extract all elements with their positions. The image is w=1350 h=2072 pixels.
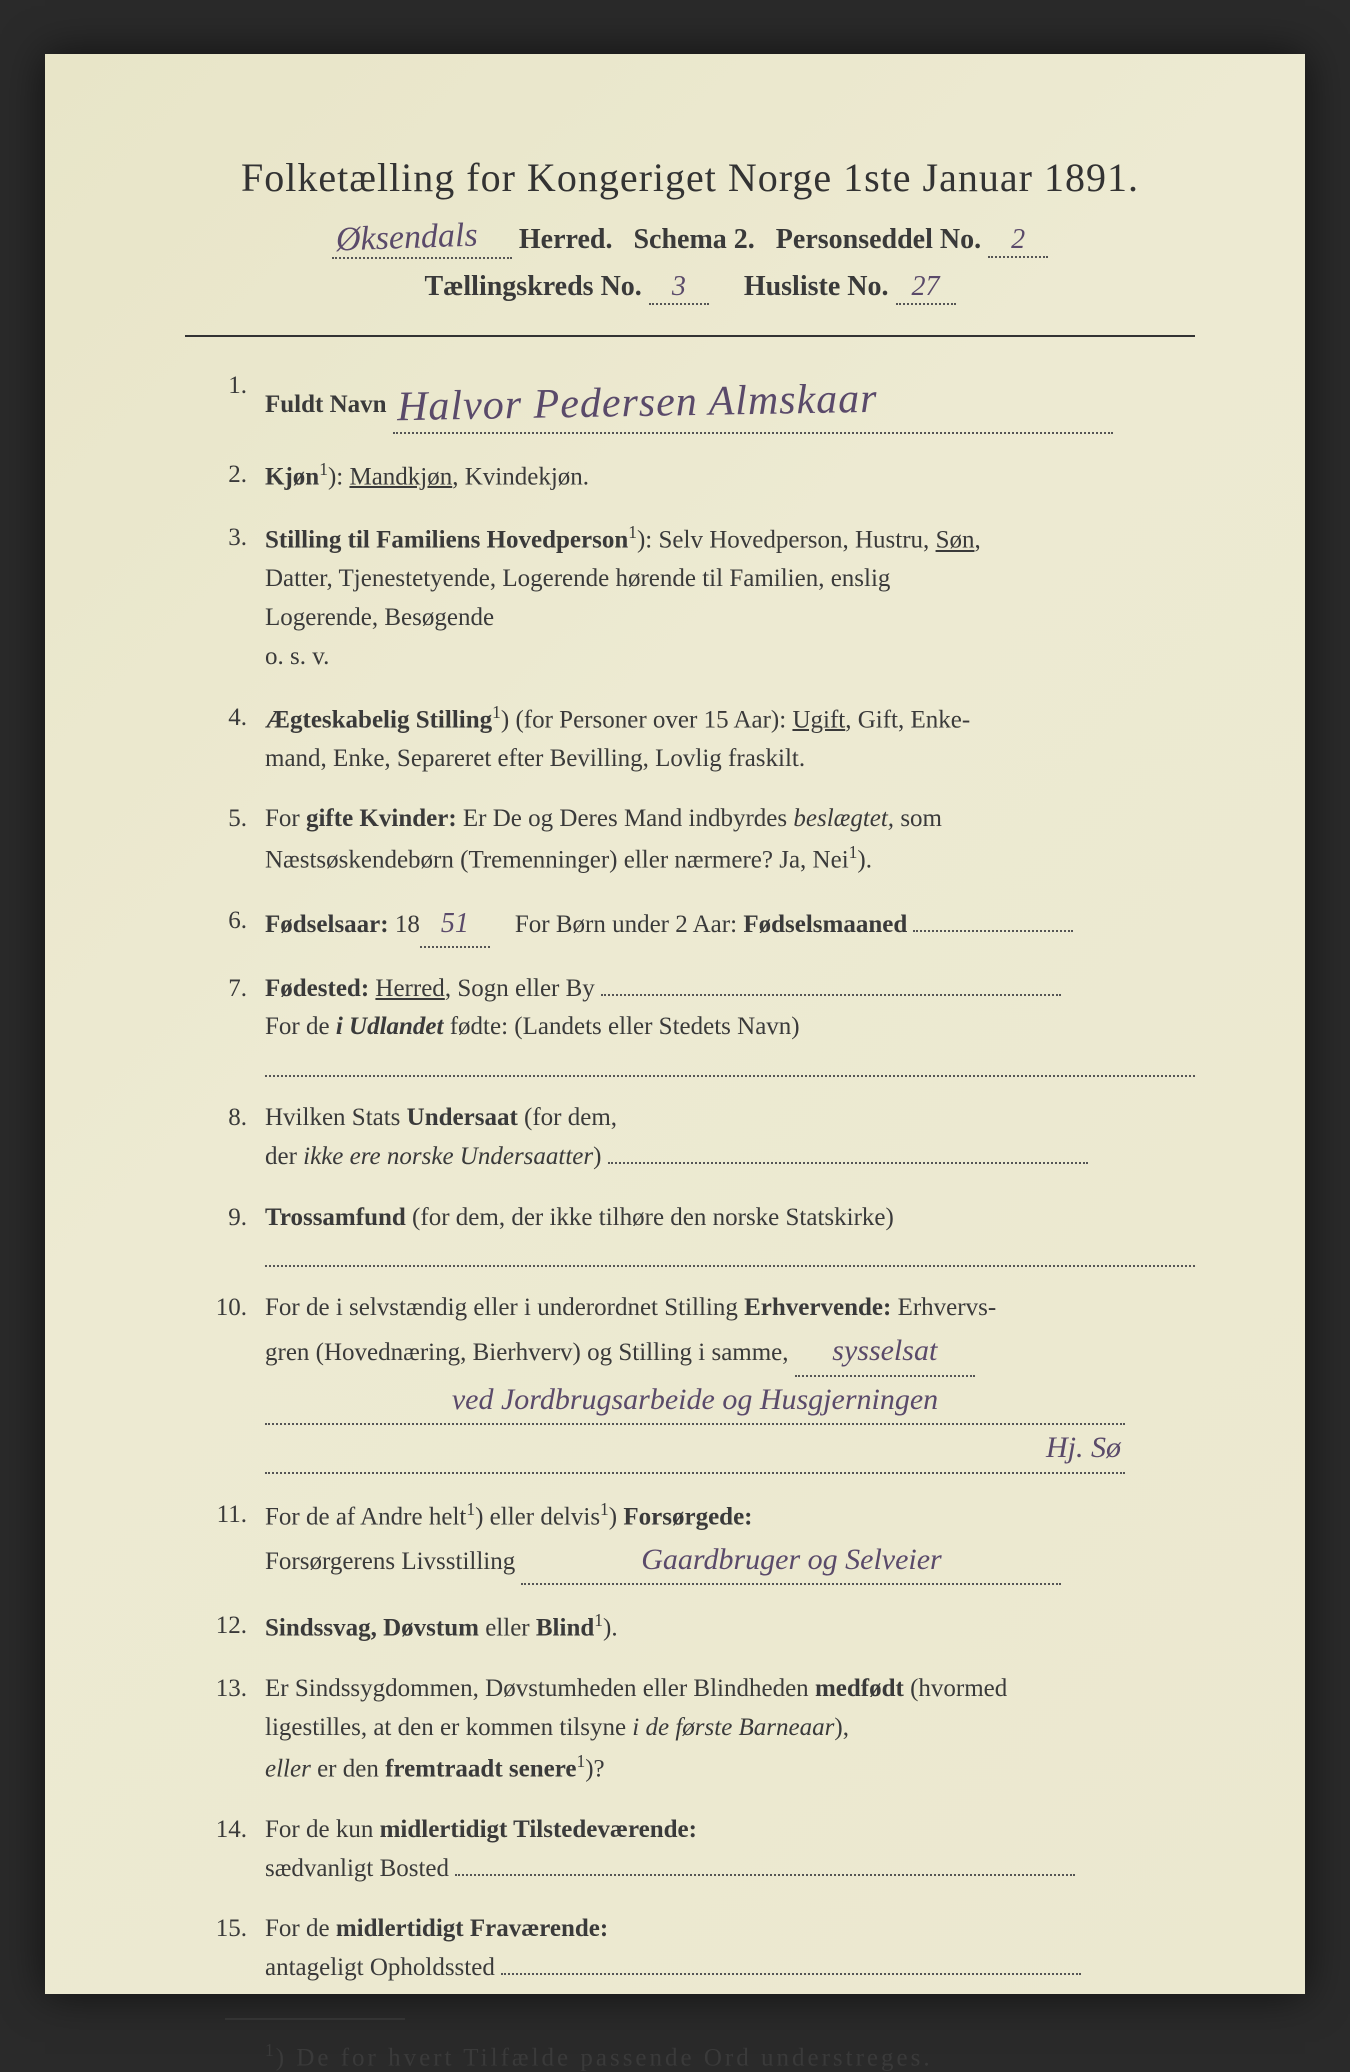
item-10: 10. For de i selvstændig eller i underor… [205, 1289, 1195, 1473]
item-2: 2. Kjøn1): Mandkjøn, Kvindekjøn. [205, 456, 1195, 497]
item-num: 2. [205, 456, 265, 497]
item-num: 14. [205, 1811, 265, 1889]
item-9: 9. Trossamfund (for dem, der ikke tilhør… [205, 1199, 1195, 1268]
footnote-divider [225, 2018, 405, 2020]
item-3: 3. Stilling til Familiens Hovedperson1):… [205, 519, 1195, 676]
divider [185, 335, 1195, 337]
full-name-hand: Halvor Pedersen Almskaar [396, 367, 878, 440]
item-7: 7. Fødested: Herred, Sogn eller By For d… [205, 970, 1195, 1078]
sex-rest: , Kvindekjøn. [452, 463, 589, 490]
provider-hand: Gaardbruger og Selveier [641, 1543, 942, 1576]
usual-residence-blank [455, 1874, 1075, 1876]
herred-handwritten: Øksendals [335, 217, 478, 260]
item-num: 8. [205, 1099, 265, 1177]
occupation-hand-3: Hj. Sø [1046, 1431, 1121, 1464]
item-12: 12. Sindssvag, Døvstum eller Blind1). [205, 1607, 1195, 1648]
label: Fødselsaar: [265, 911, 389, 938]
line3: Logerende, Besøgende [265, 604, 494, 631]
item-6: 6. Fødselsaar: 1851 For Børn under 2 Aar… [205, 902, 1195, 947]
item-num: 15. [205, 1910, 265, 1988]
item-num: 11. [205, 1496, 265, 1586]
foreign-birthplace-blank [265, 1053, 1195, 1077]
religion-blank [265, 1243, 1195, 1267]
item-14: 14. For de kun midlertidigt Tilstedevære… [205, 1811, 1195, 1889]
line4: o. s. v. [265, 643, 329, 670]
line2: Næstsøskendebørn (Tremenninger) eller næ… [265, 846, 849, 873]
label: Kjøn [265, 463, 319, 490]
header-line-2: Tællingskreds No. 3 Husliste No. 27 [185, 271, 1195, 305]
line2: mand, Enke, Separeret efter Bevilling, L… [265, 745, 805, 772]
item-13: 13. Er Sindssygdommen, Døvstumheden elle… [205, 1670, 1195, 1789]
item-num: 10. [205, 1289, 265, 1473]
form-items: 1. Fuldt Navn Halvor Pedersen Almskaar 2… [205, 367, 1195, 1988]
personseddel-no: 2 [1011, 224, 1025, 255]
birth-year-hand: 51 [441, 908, 469, 939]
item-num: 12. [205, 1607, 265, 1648]
citizenship-blank [608, 1162, 1088, 1164]
birthplace-underlined: Herred [375, 975, 444, 1002]
relation-underlined: Søn [936, 527, 975, 554]
whereabouts-blank [501, 1973, 1081, 1975]
item-4: 4. Ægteskabelig Stilling1) (for Personer… [205, 699, 1195, 779]
item-num: 3. [205, 519, 265, 676]
item-num: 13. [205, 1670, 265, 1789]
item-num: 4. [205, 699, 265, 779]
occupation-hand-1: sysselsat [832, 1334, 937, 1367]
item-15: 15. For de midlertidigt Fraværende: anta… [205, 1910, 1195, 1988]
label: Trossamfund [265, 1204, 406, 1231]
herred-label: Herred. [519, 224, 613, 255]
sex-underlined: Mandkjøn [349, 463, 452, 490]
footnote: 1) De for hvert Tilfælde passende Ord un… [265, 2040, 1195, 2072]
birthplace-blank [601, 994, 1061, 996]
item-8: 8. Hvilken Stats Undersaat (for dem, der… [205, 1099, 1195, 1177]
marital-underlined: Ugift [792, 706, 845, 733]
line2: Datter, Tjenestetyende, Logerende hørend… [265, 565, 890, 592]
label: Stilling til Familiens Hovedperson [265, 527, 628, 554]
birth-month-blank [913, 930, 1073, 932]
kreds-label: Tællingskreds No. [424, 271, 641, 302]
item-11: 11. For de af Andre helt1) eller delvis1… [205, 1496, 1195, 1586]
label: Fuldt Navn [265, 391, 387, 418]
husliste-label: Husliste No. [744, 271, 889, 302]
item-5: 5. For gifte Kvinder: Er De og Deres Man… [205, 800, 1195, 880]
item-num: 5. [205, 800, 265, 880]
item-num: 9. [205, 1199, 265, 1268]
item-1: 1. Fuldt Navn Halvor Pedersen Almskaar [205, 367, 1195, 434]
label: Fødested: [265, 975, 369, 1002]
kreds-no: 3 [672, 271, 686, 302]
personseddel-label: Personseddel No. [776, 224, 981, 255]
header-line-1: Øksendals Herred. Schema 2. Personseddel… [185, 219, 1195, 259]
husliste-no: 27 [912, 271, 940, 302]
item-num: 6. [205, 902, 265, 947]
schema-label: Schema 2. [633, 224, 754, 255]
occupation-hand-2: ved Jordbrugsarbeide og Husgjerningen [452, 1383, 938, 1416]
item-num: 7. [205, 970, 265, 1078]
label: Ægteskabelig Stilling [265, 706, 492, 733]
census-form-page: Folketælling for Kongeriget Norge 1ste J… [45, 54, 1305, 1994]
page-title: Folketælling for Kongeriget Norge 1ste J… [185, 154, 1195, 201]
item-num: 1. [205, 367, 265, 434]
